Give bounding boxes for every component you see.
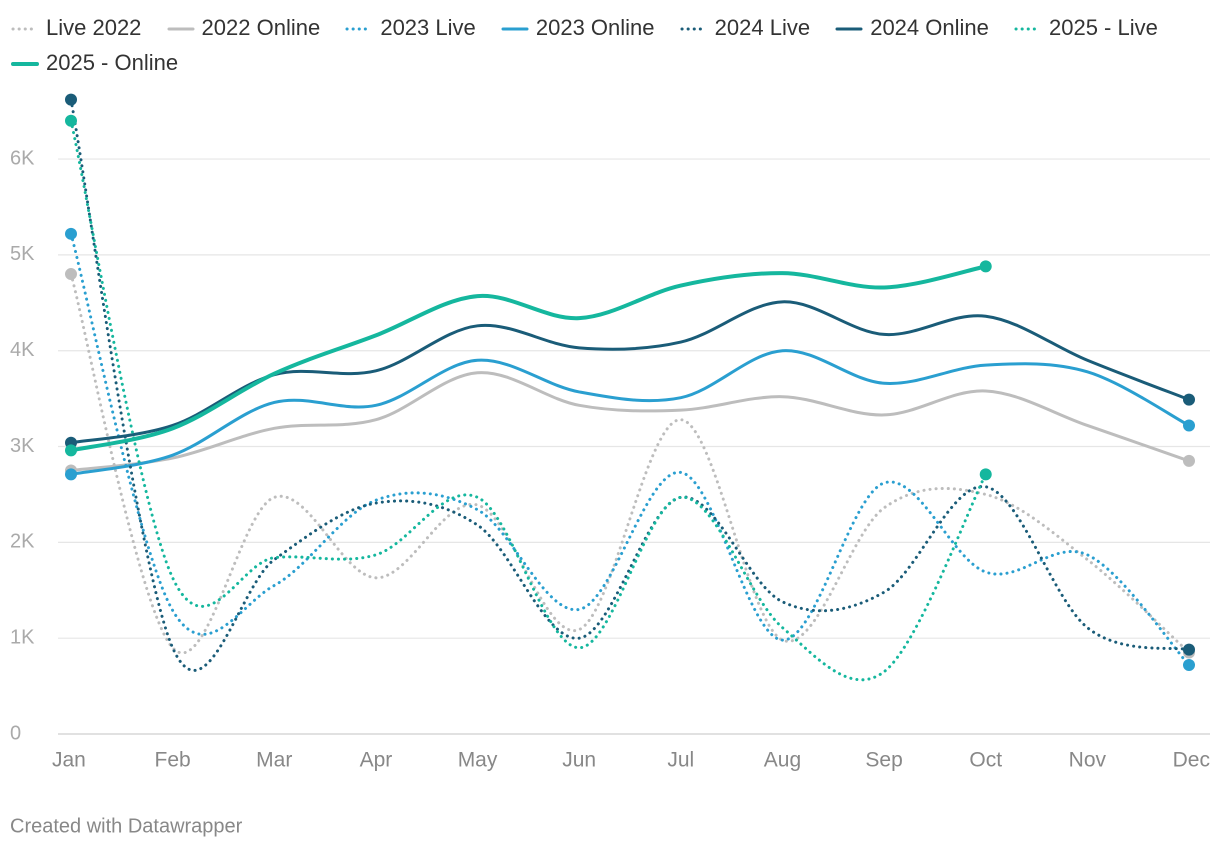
legend-swatch (11, 27, 39, 31)
y-tick-label: 5K (10, 243, 35, 265)
footer: Created with Datawrapper (10, 815, 243, 837)
end-dot (1183, 419, 1195, 432)
y-tick-label: 2K (10, 531, 35, 553)
x-tick-label: Jun (562, 749, 596, 772)
legend-item: Live 2022 (10, 15, 141, 40)
legend-item: 2025 - Online (10, 50, 178, 75)
legend-swatch (835, 27, 863, 31)
legend-swatch (11, 62, 39, 67)
end-dot (979, 260, 992, 273)
end-dot (65, 114, 77, 127)
series-line (69, 272, 1191, 655)
end-dot (1183, 393, 1195, 406)
end-dot (65, 268, 77, 281)
legend-swatch (167, 27, 195, 31)
legend-item: 2022 Online (166, 15, 321, 40)
legend-swatch (680, 27, 708, 31)
end-dot (65, 227, 77, 240)
legend-label: 2024 Live (714, 15, 811, 40)
series-line (69, 119, 988, 682)
series-line (69, 349, 1191, 476)
x-tick-label: Nov (1069, 749, 1107, 772)
legend-item: 2024 Live (679, 15, 810, 40)
end-dot (1183, 659, 1195, 672)
legend-label: 2024 Online (870, 15, 989, 40)
series-line (69, 264, 988, 453)
x-tick-label: Apr (360, 749, 393, 772)
x-tick-label: May (458, 749, 498, 772)
end-dot (65, 93, 77, 106)
legend-label: 2022 Online (201, 15, 321, 40)
x-tick-label: Sep (865, 749, 902, 772)
end-dot (65, 444, 77, 457)
x-tick-label: Jul (667, 749, 694, 772)
series-line (69, 300, 1191, 445)
legend-label: 2023 Online (535, 15, 655, 40)
x-tick-label: Aug (764, 749, 801, 772)
y-tick-label: 4K (10, 339, 35, 361)
end-dot (65, 468, 77, 481)
legend-swatch (345, 27, 373, 31)
legend-item: 2023 Live (344, 15, 476, 40)
x-tick-label: Dec (1173, 749, 1210, 772)
y-tick-label: 0 (10, 722, 21, 744)
y-tick-label: 3K (10, 435, 35, 457)
legend-label: 2025 - Live (1048, 15, 1158, 40)
x-tick-label: Feb (155, 749, 191, 772)
legend-label: 2023 Live (380, 15, 476, 40)
y-tick-label: 1K (10, 626, 35, 648)
x-tick-label: Jan (52, 749, 86, 772)
legend-swatch (501, 27, 529, 31)
end-dot (1183, 454, 1195, 467)
legend-item: 2025 - Live (1013, 15, 1158, 40)
x-tick-label: Mar (256, 749, 292, 772)
end-dot (979, 468, 992, 481)
y-tick-label: 6K (10, 147, 35, 169)
legend-label: 2025 - Online (46, 50, 179, 75)
legend-label: Live 2022 (46, 15, 142, 40)
series-line (69, 371, 1191, 472)
legend-item: 2024 Online (834, 15, 989, 40)
legend-swatch (1014, 27, 1042, 31)
legend-item: 2023 Online (500, 15, 655, 40)
legend: Live 2022 2022 Online 2023 Live 2023 Onl… (10, 10, 1180, 80)
x-tick-label: Oct (969, 749, 1002, 772)
series-line (69, 98, 1191, 672)
series-line (69, 232, 1191, 667)
end-dot (1183, 643, 1195, 656)
